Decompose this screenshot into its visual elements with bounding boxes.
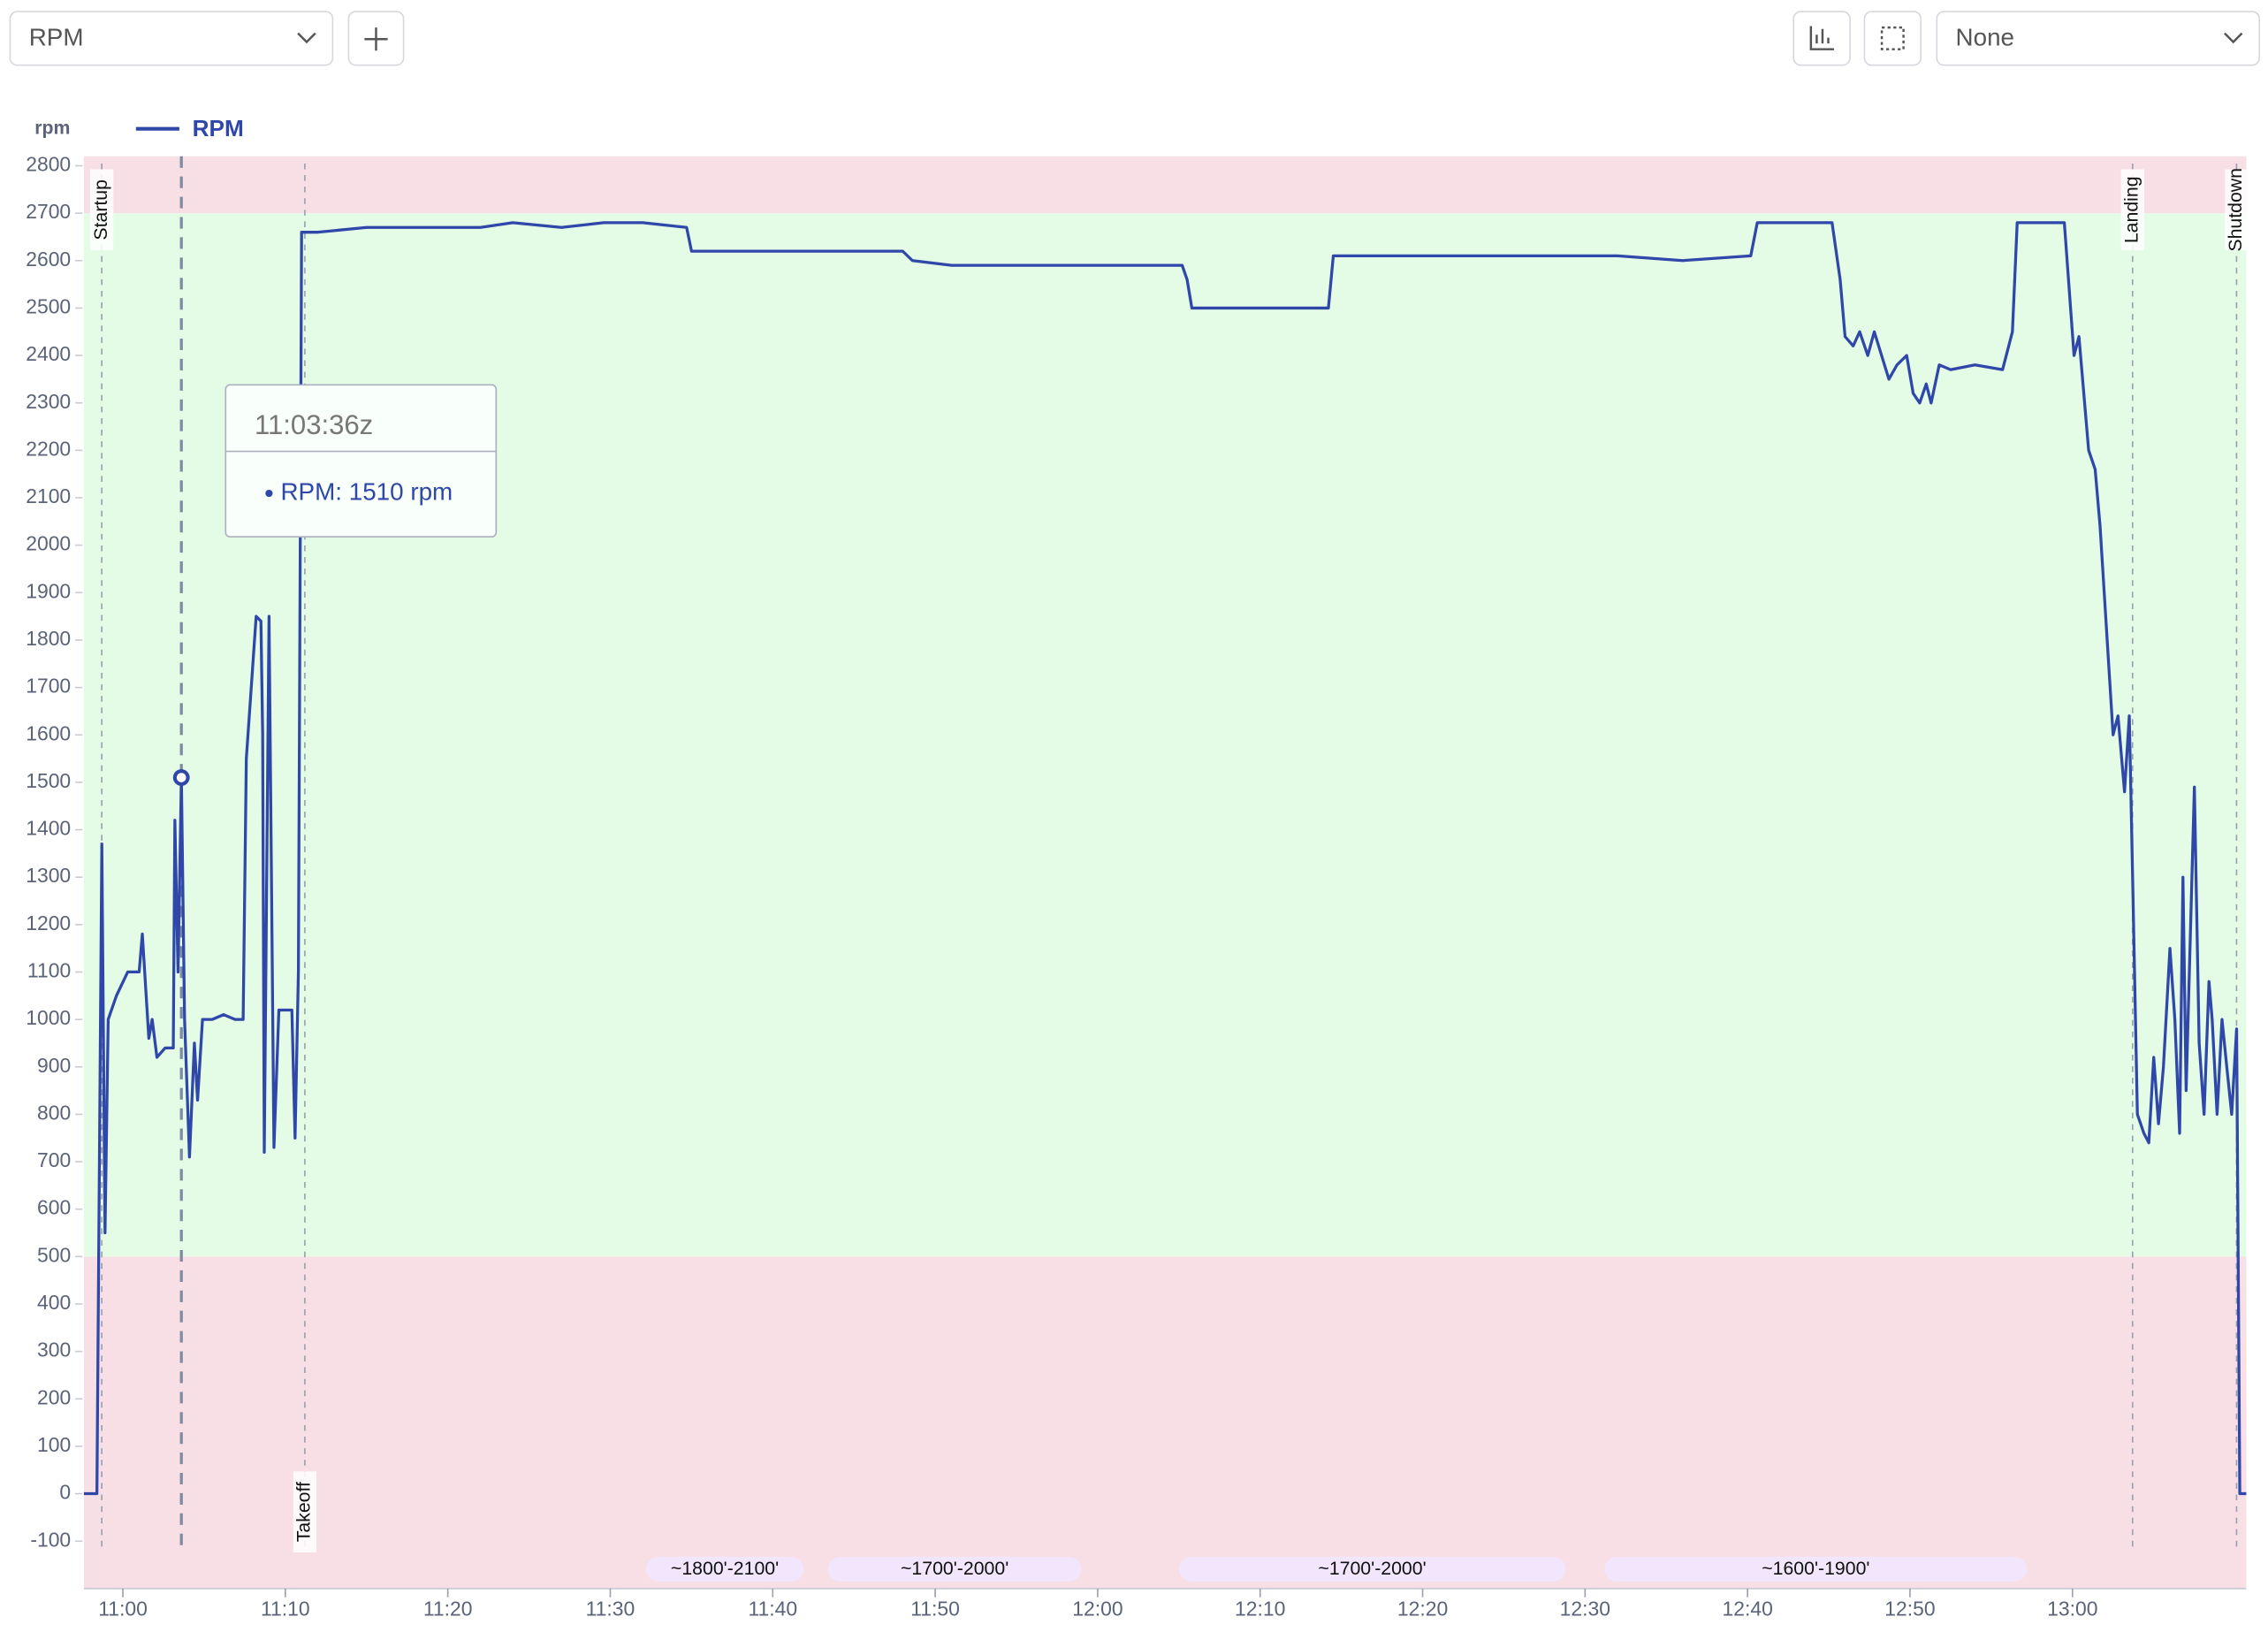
y-tick-label: 500: [37, 1243, 71, 1266]
x-tick-label: 11:00: [98, 1597, 148, 1620]
y-tick-label: 1700: [26, 675, 71, 698]
y-tick-label: 2300: [26, 390, 71, 413]
chevron: [2224, 32, 2243, 44]
legend-label: RPM: [193, 115, 244, 141]
event-label-bg: [2225, 169, 2249, 251]
y-tick-label: -100: [30, 1528, 71, 1551]
threshold-band: [83, 213, 2247, 1257]
plot: -100 0 100 200 300 400 500 600 700 800 900 1000 1100…: [26, 115, 2249, 1620]
hover-point: [172, 769, 190, 786]
chevron: [297, 32, 316, 44]
y-tick-label: 2400: [26, 342, 71, 365]
y-axis-unit: rpm: [34, 117, 70, 138]
x-tick-label: 11:40: [748, 1597, 797, 1620]
y-tick-label: 800: [37, 1101, 71, 1124]
tooltip-bullet: [265, 489, 273, 498]
x-tick-label: 12:40: [1722, 1597, 1772, 1620]
y-tick-label: 1900: [26, 579, 71, 602]
x-tick-label: 11:50: [910, 1597, 960, 1620]
threshold-band: [83, 156, 2247, 214]
y-tick-label: 1000: [26, 1006, 71, 1029]
x-tick-label: 11:30: [586, 1597, 635, 1620]
x-tick-label: 13:00: [2047, 1597, 2097, 1620]
event-label: Landing: [2120, 176, 2142, 243]
event-label: Takeoff: [293, 1482, 315, 1542]
altitude-band: [827, 1556, 1082, 1582]
toolbar: RPM None: [9, 11, 2260, 66]
y-tick-label: 2100: [26, 484, 71, 507]
rpm-line: [83, 221, 2247, 1496]
plus-icon: [364, 27, 388, 51]
y-tick-label: 2600: [26, 248, 71, 271]
tooltip-value: RPM: 1510 rpm: [280, 477, 453, 505]
x-tick-label: 11:20: [423, 1597, 473, 1620]
select-icon: [1880, 26, 1905, 50]
altitude-band: [1604, 1556, 2028, 1582]
overlay-select-text: None: [1956, 24, 2014, 51]
threshold-band: [83, 1256, 2247, 1589]
altitude-band-label: ~1700'-2000': [1318, 1558, 1426, 1579]
y-tick-label: 1400: [26, 817, 71, 840]
tooltip-time: 11:03:36z: [255, 409, 373, 440]
y-tick-label: 2200: [26, 437, 71, 460]
y-tick-label: 2800: [26, 153, 71, 176]
event-label-bg: [90, 169, 114, 251]
overlay-select[interactable]: [1936, 11, 2260, 66]
altitude-band-label: ~1600'-1900': [1762, 1558, 1869, 1579]
metric-select-text: RPM: [29, 24, 84, 51]
y-tick-label: 0: [59, 1481, 71, 1504]
y-tick-label: 2500: [26, 294, 71, 317]
y-tick-label: 1100: [27, 959, 71, 982]
x-tick-label: 12:50: [1884, 1597, 1935, 1620]
x-tick-label: 12:10: [1235, 1597, 1285, 1620]
metric-select[interactable]: [9, 11, 334, 66]
y-tick-label: 1600: [26, 721, 71, 744]
x-tick-label: 12:20: [1397, 1597, 1448, 1620]
event-label-bg: [2120, 169, 2144, 251]
x-tick-label: 12:30: [1560, 1597, 1610, 1620]
y-tick-label: 700: [37, 1148, 71, 1171]
y-tick-label: 1500: [26, 769, 71, 792]
y-tick-label: 300: [37, 1338, 71, 1361]
x-tick-label: 11:10: [261, 1597, 310, 1620]
y-tick-label: 400: [37, 1291, 71, 1314]
event-label: Shutdown: [2225, 168, 2246, 252]
y-tick-label: 2700: [26, 200, 71, 223]
altitude-band-label: ~1800'-2100': [671, 1558, 779, 1579]
tooltip: [225, 384, 498, 538]
event-label: Startup: [90, 179, 111, 240]
y-tick-label: 1200: [26, 911, 71, 934]
altitude-band-label: ~1700'-2000': [901, 1558, 1008, 1579]
y-tick-label: 900: [37, 1054, 71, 1077]
event-label-bg: [293, 1471, 316, 1552]
select-button[interactable]: [1863, 11, 1922, 66]
altitude-band: [645, 1556, 804, 1582]
y-tick-label: 600: [37, 1196, 71, 1219]
y-tick-label: 100: [37, 1433, 71, 1456]
altitude-band: [1178, 1556, 1566, 1582]
y-tick-label: 2000: [26, 532, 71, 555]
x-tick-label: 12:00: [1072, 1597, 1123, 1620]
y-tick-label: 1800: [26, 627, 71, 650]
chart-icon: [1809, 26, 1835, 50]
y-tick-label: 1300: [26, 864, 71, 887]
y-tick-label: 200: [37, 1385, 71, 1408]
